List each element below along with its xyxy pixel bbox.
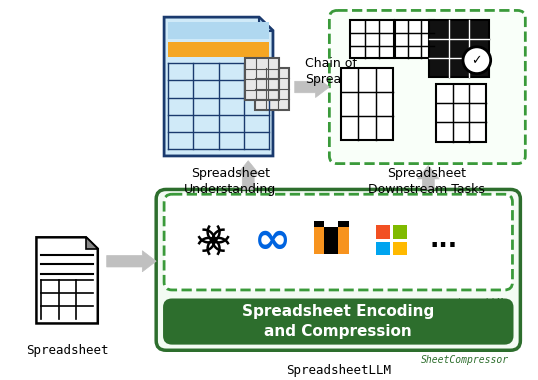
- Bar: [429, 20, 489, 78]
- Text: Spreadsheet Encoding
and Compression: Spreadsheet Encoding and Compression: [242, 304, 434, 339]
- Bar: [324, 227, 338, 253]
- Bar: [350, 20, 394, 58]
- Bar: [245, 58, 279, 100]
- FancyBboxPatch shape: [329, 10, 525, 164]
- Text: Spreadsheet: Spreadsheet: [26, 344, 108, 357]
- Bar: [393, 242, 407, 255]
- FancyBboxPatch shape: [164, 299, 513, 344]
- Polygon shape: [37, 237, 98, 323]
- Bar: [168, 42, 269, 57]
- Bar: [314, 221, 324, 227]
- Text: ✓: ✓: [472, 54, 482, 67]
- Text: various LLMs: various LLMs: [438, 298, 508, 308]
- Polygon shape: [86, 237, 98, 249]
- Text: SheetCompressor: SheetCompressor: [420, 355, 508, 365]
- Bar: [393, 225, 407, 239]
- Bar: [377, 242, 390, 255]
- Bar: [314, 227, 324, 253]
- Text: Spreadsheet
Understanding: Spreadsheet Understanding: [185, 168, 277, 196]
- Bar: [395, 20, 434, 58]
- Bar: [338, 221, 349, 227]
- FancyBboxPatch shape: [156, 190, 520, 350]
- Polygon shape: [164, 17, 273, 156]
- Circle shape: [463, 47, 491, 74]
- Polygon shape: [237, 161, 259, 190]
- Text: SpreadsheetLLM: SpreadsheetLLM: [286, 364, 391, 377]
- Polygon shape: [107, 251, 156, 272]
- Bar: [436, 84, 486, 142]
- Bar: [341, 68, 393, 140]
- Text: ...: ...: [429, 228, 457, 252]
- Bar: [168, 22, 269, 39]
- Bar: [338, 227, 349, 253]
- Text: Spreadsheet
Downstream Tasks: Spreadsheet Downstream Tasks: [368, 168, 485, 196]
- FancyBboxPatch shape: [164, 194, 513, 290]
- Polygon shape: [295, 76, 329, 98]
- Bar: [377, 225, 390, 239]
- Polygon shape: [417, 166, 439, 190]
- Polygon shape: [259, 17, 273, 30]
- Text: ∞: ∞: [253, 218, 291, 262]
- Text: Chain of
Spreadsheet: Chain of Spreadsheet: [305, 57, 384, 86]
- Bar: [254, 68, 289, 110]
